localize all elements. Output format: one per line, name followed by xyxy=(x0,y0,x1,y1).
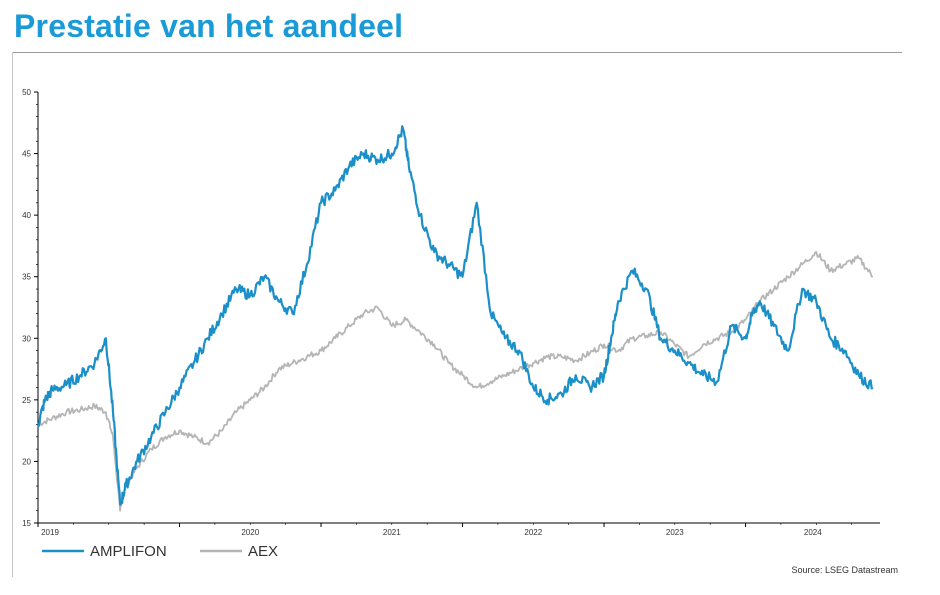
y-tick-label: 35 xyxy=(22,273,31,282)
chart-legend: AMPLIFON AEX xyxy=(42,543,278,560)
x-tick-label: 2021 xyxy=(383,528,401,537)
legend-label-amplifon: AMPLIFON xyxy=(90,543,167,560)
y-tick-label: 25 xyxy=(22,396,31,405)
y-tick-label: 45 xyxy=(22,150,31,159)
y-tick-label: 40 xyxy=(22,211,31,220)
x-tick-label: 2020 xyxy=(241,528,259,537)
chart-lines xyxy=(36,125,874,512)
source-note: Source: LSEG Datastream xyxy=(791,565,898,575)
y-tick-label: 30 xyxy=(22,334,31,343)
x-tick-label: 2024 xyxy=(804,528,822,537)
y-tick-label: 20 xyxy=(22,457,31,466)
series-line-aex xyxy=(37,251,874,512)
x-tick-label: 2022 xyxy=(524,528,542,537)
page-title: Prestatie van het aandeel xyxy=(14,8,404,44)
title-divider xyxy=(12,52,902,53)
series-line-amplifon xyxy=(36,125,874,506)
x-tick-label: 2023 xyxy=(666,528,684,537)
x-tick-label: 2019 xyxy=(41,528,59,537)
y-tick-label: 50 xyxy=(22,88,31,97)
chart-axes: 15 20 25 30 35 40 45 50 2019 2020 2021 2022 2023 2024 xyxy=(22,88,880,537)
left-border xyxy=(12,52,13,577)
y-tick-label: 15 xyxy=(22,519,31,528)
legend-label-aex: AEX xyxy=(248,543,278,560)
